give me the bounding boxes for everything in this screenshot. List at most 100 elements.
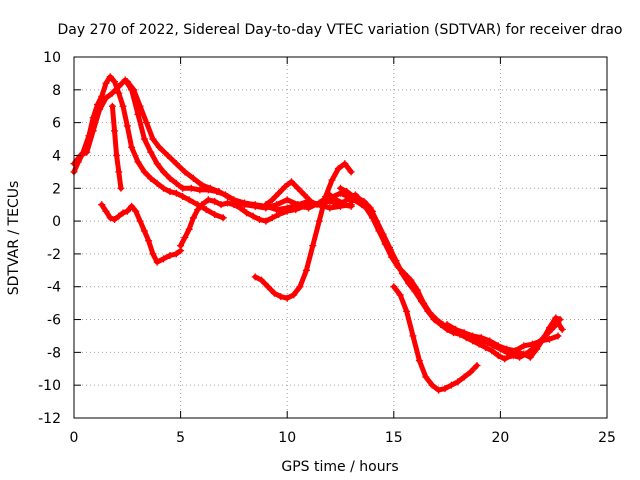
data-point (501, 355, 509, 363)
data-point (300, 202, 308, 210)
data-point (268, 196, 276, 204)
data-point (326, 191, 334, 199)
data-point (287, 178, 295, 186)
data-point (467, 368, 475, 376)
data-point (435, 386, 443, 394)
data-point (473, 361, 481, 369)
data-point (194, 206, 202, 214)
data-point (326, 204, 334, 212)
data-point (275, 189, 283, 197)
data-point (443, 320, 451, 328)
data-point (488, 347, 496, 355)
data-point (145, 237, 153, 245)
data-point (115, 83, 123, 91)
y-tick-label: 2 (52, 181, 61, 197)
data-point (292, 206, 300, 214)
data-point (411, 288, 419, 296)
data-point (390, 283, 398, 291)
data-point (211, 211, 219, 219)
y-tick-label: 10 (43, 50, 61, 66)
data-point (386, 243, 394, 251)
data-point (236, 204, 244, 212)
x-tick-label: 25 (598, 430, 616, 446)
data-point (140, 168, 148, 176)
series-trail (348, 195, 563, 362)
data-point (481, 343, 489, 351)
data-point (486, 337, 494, 345)
data-point (108, 102, 116, 110)
data-point (185, 225, 193, 233)
data-point (134, 110, 142, 118)
data-point (507, 352, 515, 360)
data-point (96, 106, 104, 114)
data-point (149, 135, 157, 143)
data-point (128, 143, 136, 151)
data-point (302, 266, 310, 274)
data-point (366, 204, 374, 212)
y-tick-label: -10 (38, 378, 61, 394)
data-point (309, 242, 317, 250)
data-point (283, 196, 291, 204)
data-point (102, 207, 110, 215)
data-point (177, 242, 185, 250)
data-point (160, 184, 168, 192)
y-tick-label: -12 (38, 411, 61, 427)
data-point (130, 86, 138, 94)
data-point (528, 340, 536, 348)
data-point (136, 102, 144, 110)
data-point (153, 258, 161, 266)
data-point (181, 234, 189, 241)
series-arc-11 (390, 283, 481, 394)
data-point (98, 201, 106, 209)
data-point (206, 184, 214, 192)
data-point (300, 191, 308, 199)
data-point (511, 347, 519, 355)
data-point (403, 307, 411, 315)
data-point (341, 160, 349, 168)
data-point (134, 158, 142, 166)
data-point (108, 89, 116, 97)
data-point (294, 184, 302, 192)
data-point (164, 151, 172, 159)
data-point (283, 294, 291, 302)
data-point (296, 283, 304, 291)
data-point (147, 174, 155, 182)
data-point (241, 201, 249, 209)
data-point (132, 207, 140, 215)
data-point (172, 250, 180, 258)
data-point (123, 207, 131, 215)
data-point (326, 197, 334, 205)
data-point (123, 122, 131, 130)
data-point (149, 250, 157, 258)
data-point (181, 168, 189, 176)
data-point (106, 73, 114, 81)
data-point (115, 168, 123, 176)
data-point (196, 186, 204, 194)
data-point (277, 293, 285, 301)
data-point (373, 217, 381, 225)
data-point (424, 307, 432, 315)
data-point (140, 227, 148, 235)
y-tick-label: 0 (52, 214, 61, 230)
series-arc-6 (177, 196, 355, 250)
series-arc-8 (262, 178, 366, 209)
data-point (405, 279, 413, 287)
data-point (454, 378, 462, 386)
data-point (554, 332, 562, 340)
y-tick-label: -2 (47, 247, 61, 263)
data-point (415, 357, 423, 365)
data-point (533, 345, 541, 353)
tick-marks (73, 56, 608, 419)
data-point (251, 202, 259, 210)
chart-title: Day 270 of 2022, Sidereal Day-to-day VTE… (57, 22, 622, 38)
y-tick-label: -8 (47, 345, 61, 361)
series-trail (391, 284, 480, 393)
data-point (477, 334, 485, 342)
data-point (494, 342, 502, 350)
data-point (460, 373, 468, 381)
data-point (313, 201, 321, 209)
data-point (255, 215, 263, 223)
data-point (258, 276, 266, 284)
data-point (392, 256, 400, 264)
data-point (283, 207, 291, 215)
